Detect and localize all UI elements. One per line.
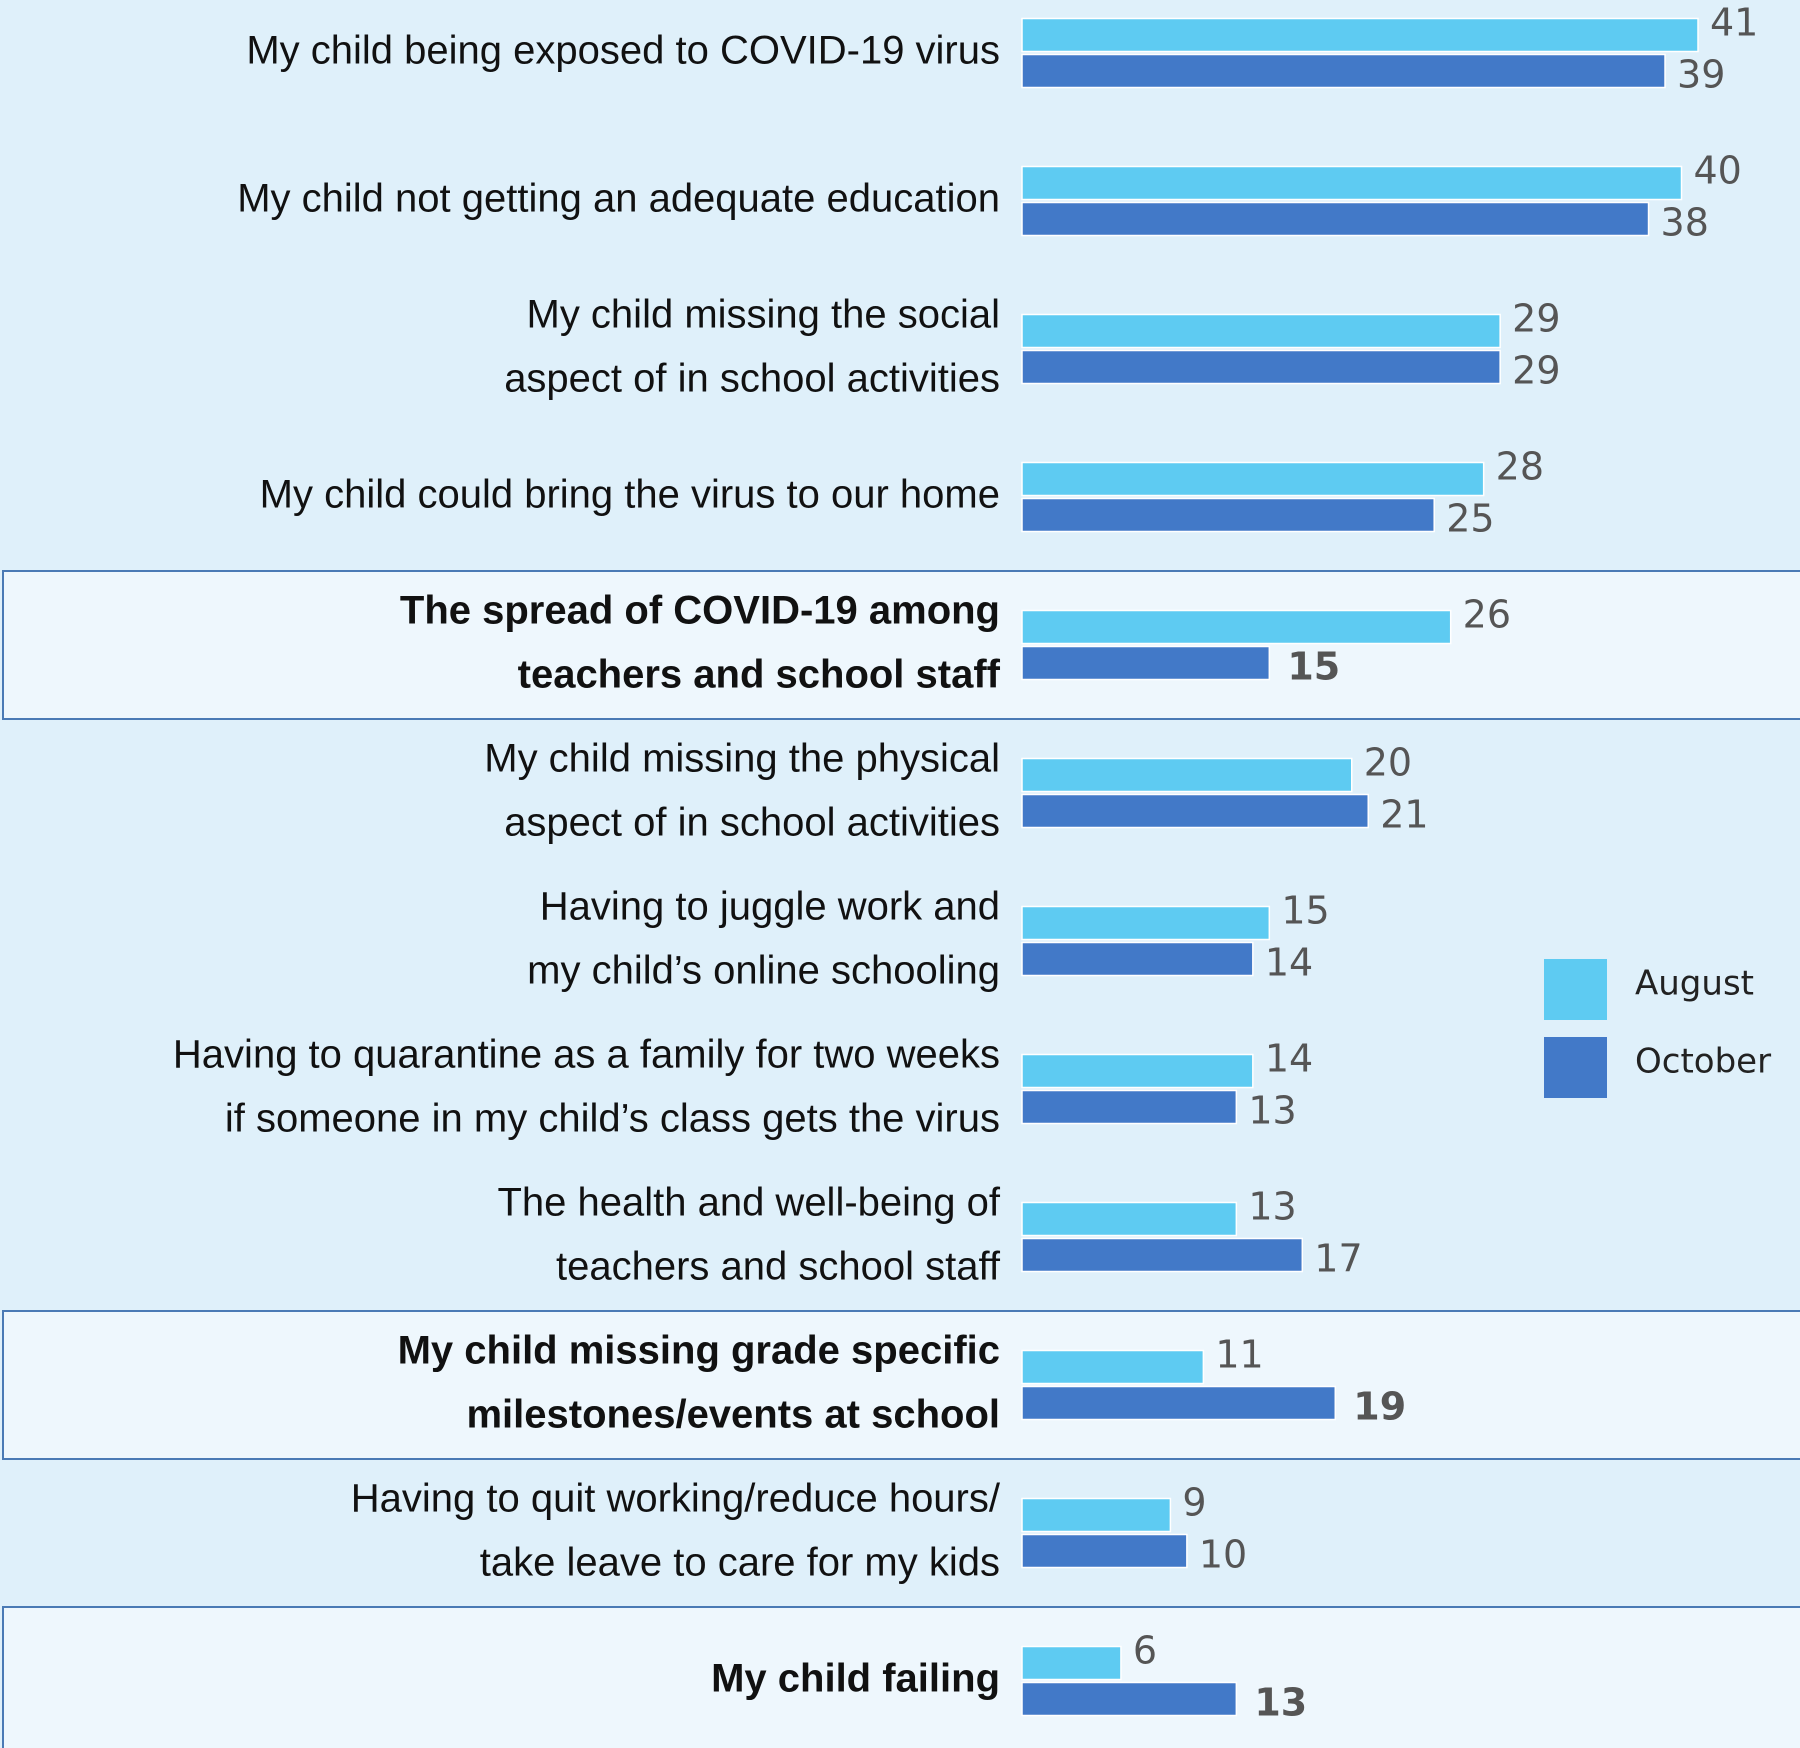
bar (1021, 1385, 1337, 1421)
bar (1021, 1533, 1188, 1569)
legend-label: October (1635, 1042, 1771, 1082)
bar (1021, 1349, 1205, 1385)
bar (1021, 53, 1666, 89)
value-label: 13 (1248, 1185, 1296, 1229)
highlight-box (2, 570, 1800, 720)
legend-label: August (1635, 964, 1754, 1004)
category-label: milestones/events at school (466, 1393, 1000, 1437)
category-label: aspect of in school activities (504, 357, 1000, 401)
category-label: aspect of in school activities (504, 801, 1000, 845)
value-label: 14 (1265, 941, 1313, 985)
category-label: My child failing (711, 1657, 1000, 1701)
bar (1021, 349, 1501, 385)
value-label: 20 (1364, 741, 1412, 785)
category-label: teachers and school staff (518, 653, 1001, 697)
value-label: 28 (1496, 445, 1544, 489)
value-label: 29 (1512, 349, 1560, 393)
category-label: My child missing the physical (484, 737, 1000, 781)
value-label: 40 (1694, 149, 1742, 193)
category-label: if someone in my child’s class gets the … (225, 1097, 1000, 1141)
bar (1021, 905, 1271, 941)
bar (1021, 609, 1452, 645)
category-label: my child’s online schooling (527, 949, 1000, 993)
value-label: 6 (1133, 1629, 1157, 1673)
bar (1021, 1237, 1304, 1273)
bar (1021, 313, 1501, 349)
value-label: 38 (1661, 201, 1709, 245)
value-label: 13 (1254, 1681, 1307, 1725)
bar (1021, 1053, 1254, 1089)
category-label: My child missing grade specific (398, 1329, 1000, 1373)
category-label: Having to juggle work and (540, 885, 1000, 929)
bar (1021, 757, 1353, 793)
category-label: The spread of COVID-19 among (400, 589, 1000, 633)
value-label: 26 (1463, 593, 1511, 637)
value-label: 14 (1265, 1037, 1313, 1081)
value-label: 41 (1710, 1, 1758, 45)
legend-swatch (1544, 959, 1607, 1020)
bar (1021, 941, 1254, 977)
bar (1021, 17, 1699, 53)
highlight-box (2, 1606, 1800, 1748)
bar (1021, 645, 1271, 681)
bar (1021, 461, 1485, 497)
bar (1021, 1645, 1122, 1681)
value-label: 10 (1199, 1533, 1247, 1577)
value-label: 13 (1248, 1089, 1296, 1133)
category-label: My child not getting an adequate educati… (237, 177, 1000, 221)
highlight-box (2, 1310, 1800, 1460)
bar (1021, 201, 1650, 237)
category-label: Having to quit working/reduce hours/ (351, 1477, 1001, 1521)
legend-swatch (1544, 1037, 1607, 1098)
value-label: 21 (1380, 793, 1428, 837)
bar (1021, 165, 1683, 201)
value-label: 39 (1677, 53, 1725, 97)
value-label: 15 (1287, 645, 1340, 689)
category-label: Having to quarantine as a family for two… (173, 1033, 1000, 1077)
value-label: 19 (1353, 1385, 1406, 1429)
category-label: take leave to care for my kids (480, 1541, 1000, 1585)
value-label: 29 (1512, 297, 1560, 341)
value-label: 9 (1182, 1481, 1206, 1525)
category-label: My child could bring the virus to our ho… (260, 473, 1000, 517)
bar (1021, 1681, 1238, 1717)
value-label: 17 (1314, 1237, 1362, 1281)
bar (1021, 793, 1369, 829)
value-label: 11 (1215, 1333, 1263, 1377)
category-label: My child being exposed to COVID-19 virus (246, 29, 1000, 73)
value-label: 15 (1281, 889, 1329, 933)
value-label: 25 (1446, 497, 1494, 541)
bar (1021, 1089, 1238, 1125)
category-label: teachers and school staff (556, 1245, 1001, 1289)
bar (1021, 1497, 1172, 1533)
bar (1021, 1201, 1238, 1237)
category-label: The health and well-being of (497, 1181, 1000, 1225)
bar (1021, 497, 1435, 533)
category-label: My child missing the social (527, 293, 1001, 337)
